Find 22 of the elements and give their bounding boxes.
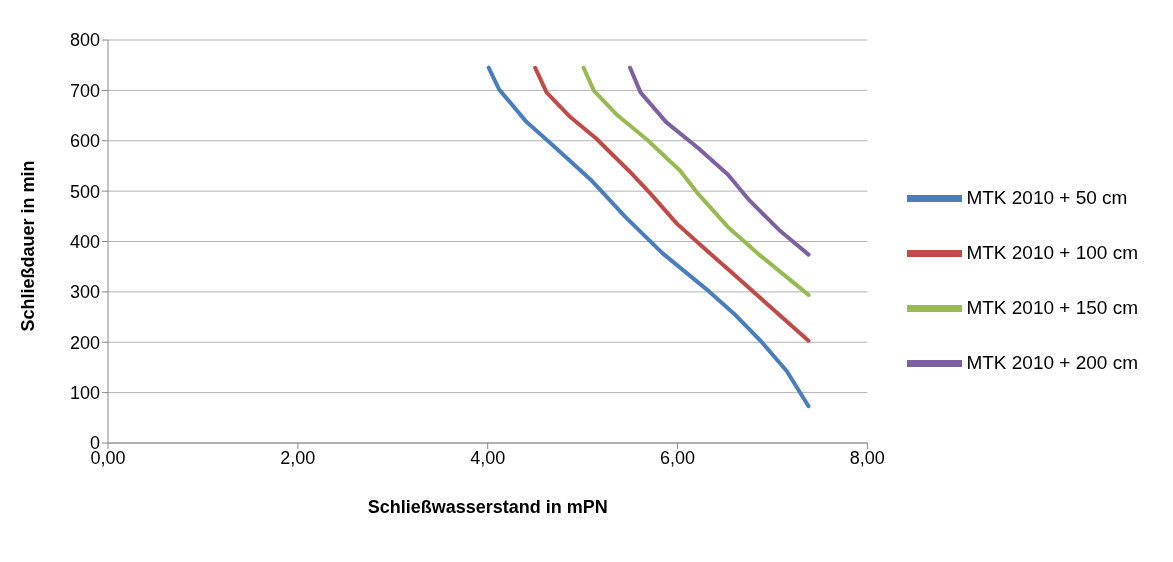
legend-label: MTK 2010 + 150 cm	[966, 296, 1138, 318]
x-tick-label: 6,00	[660, 447, 696, 468]
line-series	[628, 65, 811, 257]
y-tick-label: 700	[69, 80, 100, 101]
legend-label: MTK 2010 + 200 cm	[966, 351, 1138, 373]
y-tick-label: 500	[69, 181, 100, 202]
line-series	[533, 65, 811, 343]
y-tick-label: 300	[69, 282, 100, 303]
y-tick-label: 100	[69, 383, 100, 404]
x-tick-label: 2,00	[280, 447, 316, 468]
y-tick-label: 600	[69, 131, 100, 152]
y-axis-title: Schließdauer in min	[18, 160, 39, 332]
line-series	[581, 65, 811, 297]
x-tick-label: 8,00	[849, 447, 885, 468]
line-series	[486, 65, 811, 409]
y-tick-label: 200	[69, 332, 100, 353]
x-tick-label: 4,00	[470, 447, 506, 468]
legend-label: MTK 2010 + 50 cm	[966, 186, 1128, 208]
x-axis-title: Schließwasserstand in mPN	[367, 497, 608, 517]
y-tick-label: 400	[69, 231, 100, 252]
y-tick-label: 800	[69, 30, 100, 51]
legend-label: MTK 2010 + 100 cm	[966, 241, 1138, 263]
